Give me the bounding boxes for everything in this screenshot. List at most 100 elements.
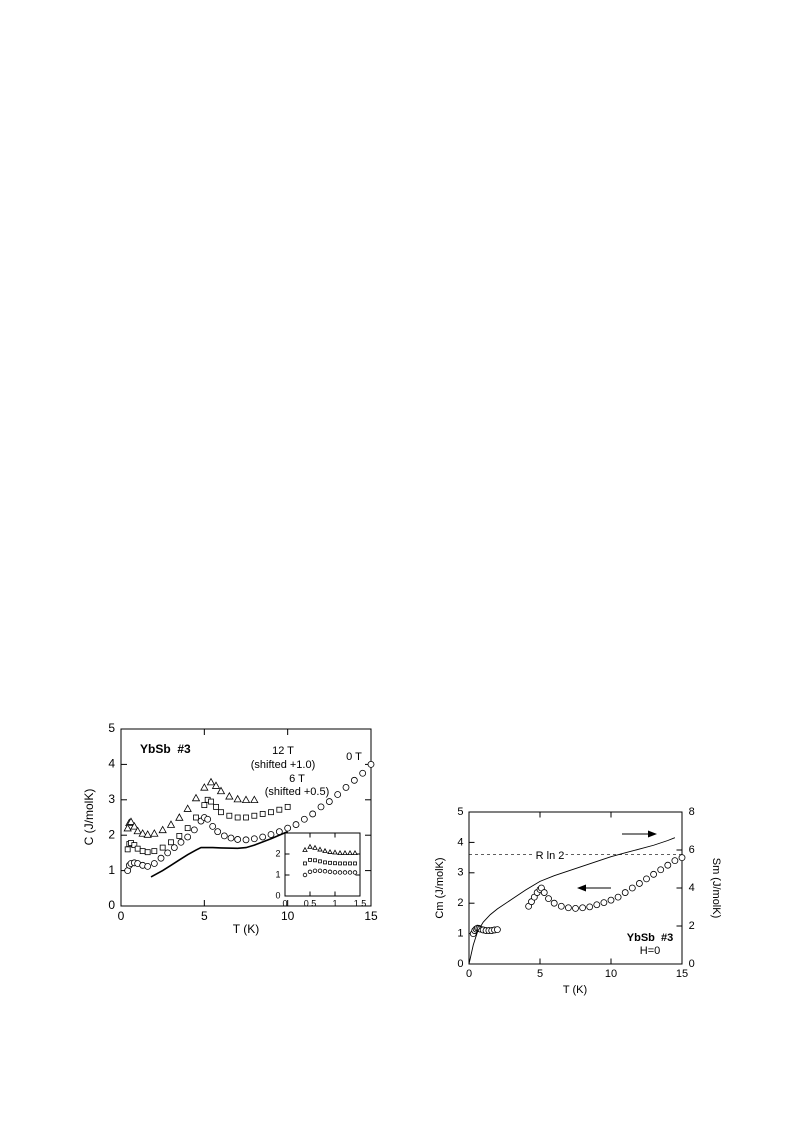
x-axis-label: T (K) <box>563 984 587 996</box>
data-point <box>337 850 343 856</box>
data-point <box>130 822 139 830</box>
data-point <box>168 839 174 846</box>
x-tick-label: 1 <box>332 898 337 908</box>
data-point <box>317 803 325 811</box>
data-point <box>367 761 375 768</box>
data-point <box>579 904 586 912</box>
data-point <box>322 869 328 874</box>
y2-axis-label: Sm (J/molK) <box>710 858 722 919</box>
data-point <box>234 814 241 821</box>
data-point <box>347 870 353 875</box>
data-point <box>342 850 348 856</box>
x-tick-label: 10 <box>281 909 295 923</box>
annotation: 12 T <box>272 745 294 757</box>
data-point <box>307 869 313 875</box>
data-point <box>342 784 350 791</box>
data-point <box>353 861 357 866</box>
y-tick-label: 2 <box>275 848 280 858</box>
data-point <box>158 825 167 834</box>
data-point <box>227 834 235 842</box>
data-point <box>209 822 217 830</box>
data-point <box>226 812 233 819</box>
data-point <box>164 849 172 857</box>
data-point <box>241 795 251 803</box>
y-tick-label: 5 <box>457 806 463 818</box>
x-tick-label: 0.5 <box>304 898 317 908</box>
data-point <box>126 817 136 825</box>
y-tick-label: 0 <box>275 890 280 900</box>
data-point <box>650 870 657 878</box>
data-point <box>208 798 214 805</box>
y-axis-label: Cm (J/molK) <box>434 857 446 918</box>
data-point <box>352 870 358 875</box>
y-tick-label: 2 <box>457 897 463 909</box>
data-point <box>607 896 615 904</box>
data-point <box>218 809 224 816</box>
data-point <box>268 809 274 816</box>
data-point <box>175 813 184 821</box>
data-point <box>317 868 323 873</box>
arrow-left <box>577 884 611 892</box>
data-point <box>348 861 352 866</box>
data-point <box>550 899 558 907</box>
data-point <box>204 815 212 823</box>
x-tick-label: 1.5 <box>354 898 367 908</box>
data-point <box>151 848 158 855</box>
annotation: 6 T <box>289 773 305 785</box>
data-point <box>657 866 665 874</box>
annotation: 0 T <box>346 751 362 763</box>
data-point <box>325 798 333 805</box>
data-point <box>220 832 228 840</box>
data-point <box>284 824 292 832</box>
y2-tick-label: 0 <box>689 958 695 970</box>
data-point <box>337 870 343 875</box>
data-point <box>493 926 501 934</box>
arrow-right <box>622 830 657 838</box>
plot-frame <box>284 832 361 897</box>
data-point <box>284 803 291 810</box>
data-point <box>150 829 159 837</box>
data-point <box>138 829 147 837</box>
data-point <box>170 844 178 851</box>
data-point <box>347 850 353 856</box>
y2-tick-label: 2 <box>689 920 695 932</box>
data-point <box>309 810 317 818</box>
data-point <box>313 858 317 863</box>
data-point <box>327 869 333 875</box>
data-point <box>150 860 158 867</box>
data-point <box>359 769 367 777</box>
data-point <box>664 861 672 869</box>
data-point <box>200 783 209 791</box>
data-point <box>190 826 198 834</box>
data-point <box>184 825 191 832</box>
y-tick-label: 1 <box>457 928 463 940</box>
data-point <box>251 812 258 819</box>
y2-tick-label: 6 <box>689 844 695 856</box>
data-point <box>250 795 259 803</box>
data-point <box>191 793 201 802</box>
data-point <box>312 868 318 873</box>
data-point <box>332 849 338 855</box>
data-point <box>323 860 327 865</box>
data-point <box>350 776 358 784</box>
data-point <box>225 791 234 800</box>
annotation: (shifted +0.5) <box>265 786 330 798</box>
y2-tick-label: 8 <box>689 806 695 818</box>
annotation: H=0 <box>640 945 661 957</box>
data-point <box>317 846 323 852</box>
data-point <box>343 861 347 866</box>
x-tick-label: 5 <box>201 909 208 923</box>
data-point <box>177 838 185 846</box>
data-point <box>123 823 132 832</box>
data-point <box>233 794 242 803</box>
data-point <box>302 846 308 852</box>
annotation: (shifted +1.0) <box>251 759 316 771</box>
data-point <box>166 820 176 828</box>
data-line <box>468 837 676 965</box>
x-tick-label: 5 <box>537 968 543 980</box>
data-point <box>621 889 629 896</box>
data-point <box>540 889 548 896</box>
data-point <box>308 857 312 862</box>
data-point <box>234 836 242 843</box>
